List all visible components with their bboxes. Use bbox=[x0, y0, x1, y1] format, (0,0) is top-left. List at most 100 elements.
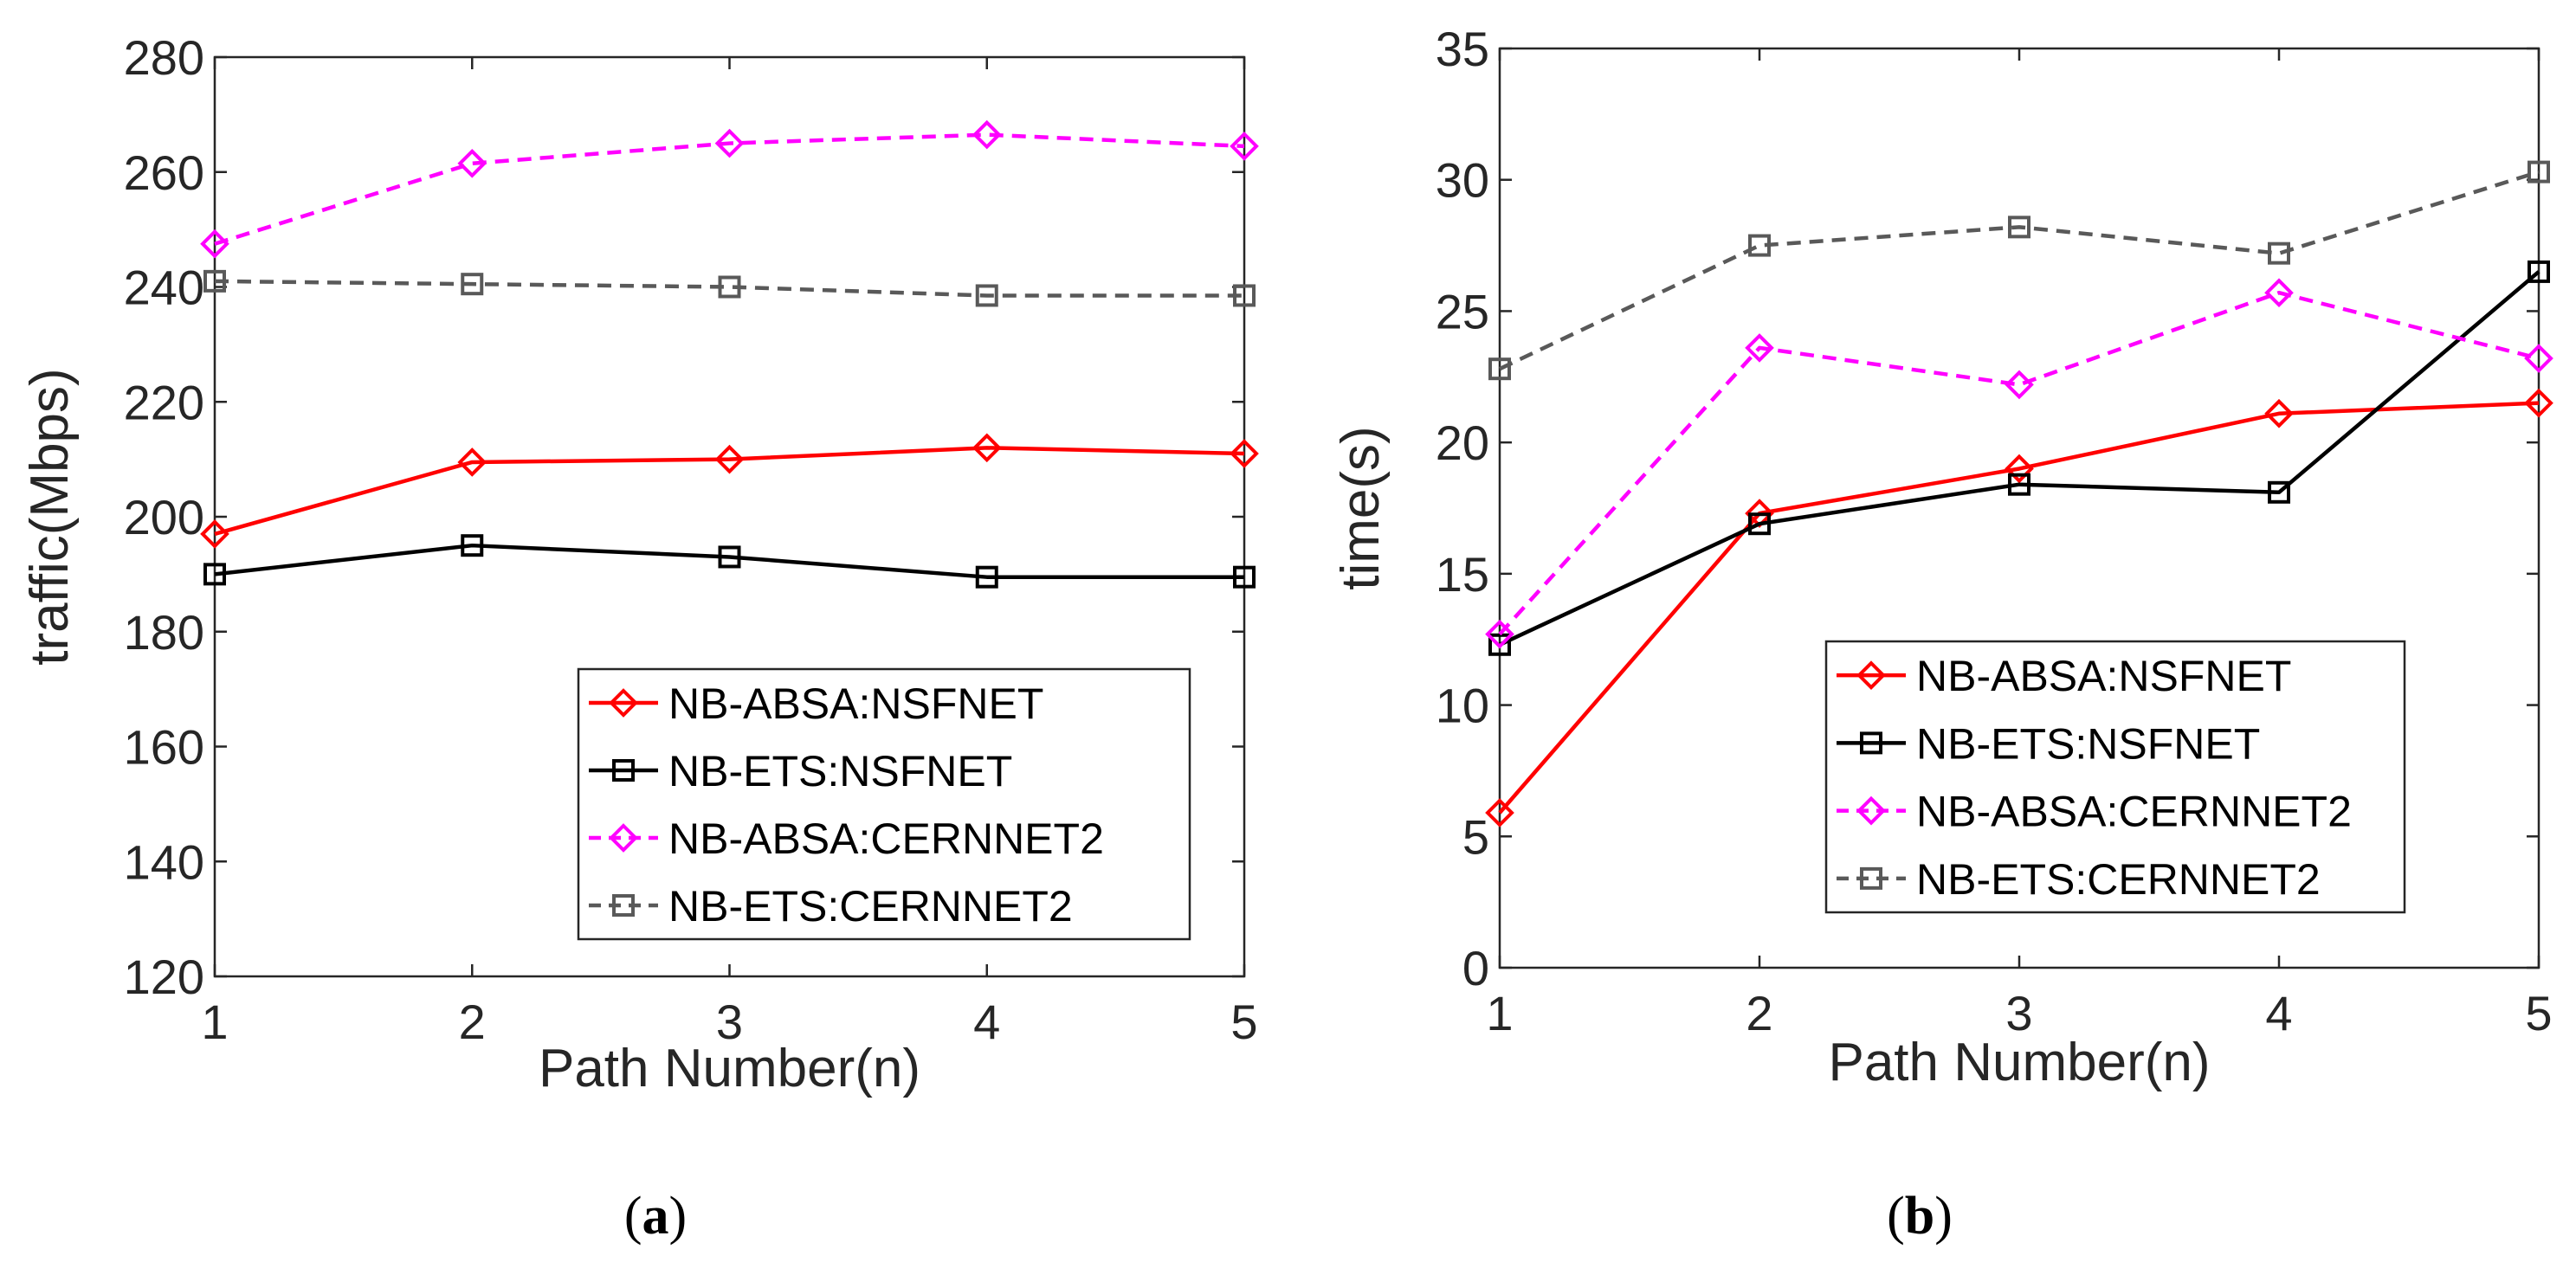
x-tick-label: 4 bbox=[973, 995, 1000, 1049]
y-tick-label: 25 bbox=[1436, 284, 1489, 338]
data-point bbox=[200, 229, 229, 259]
x-tick-label: 3 bbox=[2005, 986, 2032, 1040]
y-tick-label: 180 bbox=[124, 605, 204, 660]
y-tick-label: 10 bbox=[1436, 679, 1489, 733]
x-tick-label: 1 bbox=[1486, 986, 1513, 1040]
legend-marker bbox=[609, 688, 638, 718]
data-point bbox=[2528, 260, 2550, 283]
legend-label: NB-ETS:NSFNET bbox=[1916, 719, 2260, 768]
legend-box bbox=[577, 667, 1191, 941]
data-point bbox=[2005, 370, 2034, 400]
y-tick-label: 15 bbox=[1436, 547, 1489, 602]
data-point bbox=[461, 273, 484, 296]
series-nb-absa-nsfnet bbox=[200, 433, 1259, 549]
legend-label: NB-ETS:NSFNET bbox=[668, 747, 1012, 795]
data-point bbox=[2524, 388, 2553, 418]
data-point bbox=[1233, 284, 1256, 307]
data-point bbox=[2264, 278, 2294, 308]
y-tick-label: 5 bbox=[1462, 809, 1489, 864]
legend: NB-ABSA:NSFNET NB-ETS:NSFNET NB-ABSA:CERNN… bbox=[577, 667, 1191, 941]
y-tick-label: 200 bbox=[124, 490, 204, 544]
series-nb-ets-nsfnet bbox=[203, 534, 1256, 589]
caption-open-paren: ( bbox=[1887, 1187, 1905, 1246]
panel-caption: (a) bbox=[624, 1187, 687, 1246]
legend: NB-ABSA:NSFNET NB-ETS:NSFNET NB-ABSA:CERNN… bbox=[1824, 640, 2406, 914]
data-point bbox=[1488, 357, 1511, 381]
y-axis-label: time(s) bbox=[1331, 426, 1391, 589]
series-nb-ets-cernnet2 bbox=[1488, 160, 2550, 381]
series-line bbox=[1499, 170, 2540, 371]
x-axis-label: Path Number(n) bbox=[1828, 1033, 2210, 1092]
series-nb-absa-cernnet2 bbox=[1485, 278, 2553, 649]
series-line bbox=[214, 446, 1245, 537]
x-tick-label: 2 bbox=[1746, 986, 1772, 1040]
legend-box bbox=[1824, 640, 2406, 914]
legend-marker bbox=[1860, 731, 1882, 755]
legend-marker bbox=[612, 894, 635, 917]
series-nb-absa-cernnet2 bbox=[200, 119, 1259, 259]
data-point bbox=[461, 534, 484, 557]
panel-caption: (b) bbox=[1887, 1187, 1953, 1246]
legend-marker bbox=[1856, 660, 1886, 690]
series-line bbox=[1498, 401, 2540, 815]
y-tick-label: 35 bbox=[1436, 22, 1489, 76]
data-point bbox=[2008, 216, 2030, 239]
series-nb-ets-nsfnet bbox=[1488, 260, 2550, 656]
x-tick-label: 2 bbox=[459, 995, 486, 1049]
data-point bbox=[203, 563, 226, 586]
data-point bbox=[1230, 132, 1259, 161]
data-point bbox=[975, 284, 998, 307]
data-point bbox=[2524, 344, 2553, 373]
data-point bbox=[1748, 512, 1771, 536]
data-point bbox=[457, 148, 487, 178]
data-point bbox=[200, 519, 229, 549]
legend-marker bbox=[1860, 866, 1882, 890]
y-axis-label: traffic(Mbps) bbox=[20, 368, 80, 665]
y-tick-label: 280 bbox=[124, 30, 204, 85]
data-point bbox=[714, 128, 745, 158]
x-tick-label: 4 bbox=[2265, 986, 2292, 1040]
data-point bbox=[1745, 333, 1774, 363]
series-line bbox=[1498, 290, 2540, 636]
series-line bbox=[1499, 270, 2540, 647]
data-point bbox=[1230, 439, 1259, 468]
data-point bbox=[2264, 398, 2294, 428]
caption-open-paren: ( bbox=[624, 1187, 642, 1246]
data-point bbox=[203, 269, 226, 293]
series-line bbox=[214, 279, 1244, 298]
x-tick-label: 5 bbox=[2525, 986, 2552, 1040]
caption-close-paren: ) bbox=[669, 1187, 688, 1246]
data-point bbox=[1485, 619, 1514, 649]
data-point bbox=[457, 448, 487, 477]
caption-letter: a bbox=[642, 1187, 669, 1246]
data-point bbox=[2268, 480, 2290, 504]
legend-label: NB-ETS:CERNNET2 bbox=[668, 882, 1073, 930]
caption-close-paren: ) bbox=[1934, 1187, 1953, 1246]
data-point bbox=[2008, 473, 2030, 496]
data-point bbox=[2528, 160, 2550, 184]
y-tick-label: 0 bbox=[1462, 941, 1489, 995]
y-tick-label: 120 bbox=[124, 950, 204, 1004]
x-tick-label: 3 bbox=[716, 995, 743, 1049]
legend-label: NB-ABSA:NSFNET bbox=[1916, 652, 2291, 700]
legend-label: NB-ABSA:CERNNET2 bbox=[1916, 788, 2352, 836]
chart-panel-b: 0 5 10 15 20 25 30 35 1 2 3 4 5 Path Number(n) time(s)… bbox=[1331, 22, 2553, 1246]
data-point bbox=[718, 545, 741, 569]
data-point bbox=[972, 119, 1002, 150]
x-tick-label: 5 bbox=[1230, 995, 1257, 1049]
legend-label: NB-ETS:CERNNET2 bbox=[1916, 855, 2321, 904]
series-line bbox=[214, 132, 1245, 246]
data-point bbox=[1485, 798, 1514, 827]
legend-marker bbox=[609, 823, 638, 853]
data-point bbox=[1233, 565, 1256, 589]
data-point bbox=[718, 275, 741, 299]
chart-panel-a: 120 140 160 180 200 220 240 260 280 1 2 3 4 5 Path Num… bbox=[20, 30, 1259, 1246]
y-tick-label: 30 bbox=[1436, 153, 1489, 208]
y-tick-label: 140 bbox=[124, 834, 204, 889]
data-point bbox=[972, 433, 1002, 463]
y-tick-label: 260 bbox=[124, 145, 204, 200]
data-point bbox=[2268, 241, 2290, 265]
series-line bbox=[214, 543, 1244, 579]
legend-label: NB-ABSA:NSFNET bbox=[668, 679, 1043, 728]
caption-letter: b bbox=[1905, 1187, 1934, 1246]
